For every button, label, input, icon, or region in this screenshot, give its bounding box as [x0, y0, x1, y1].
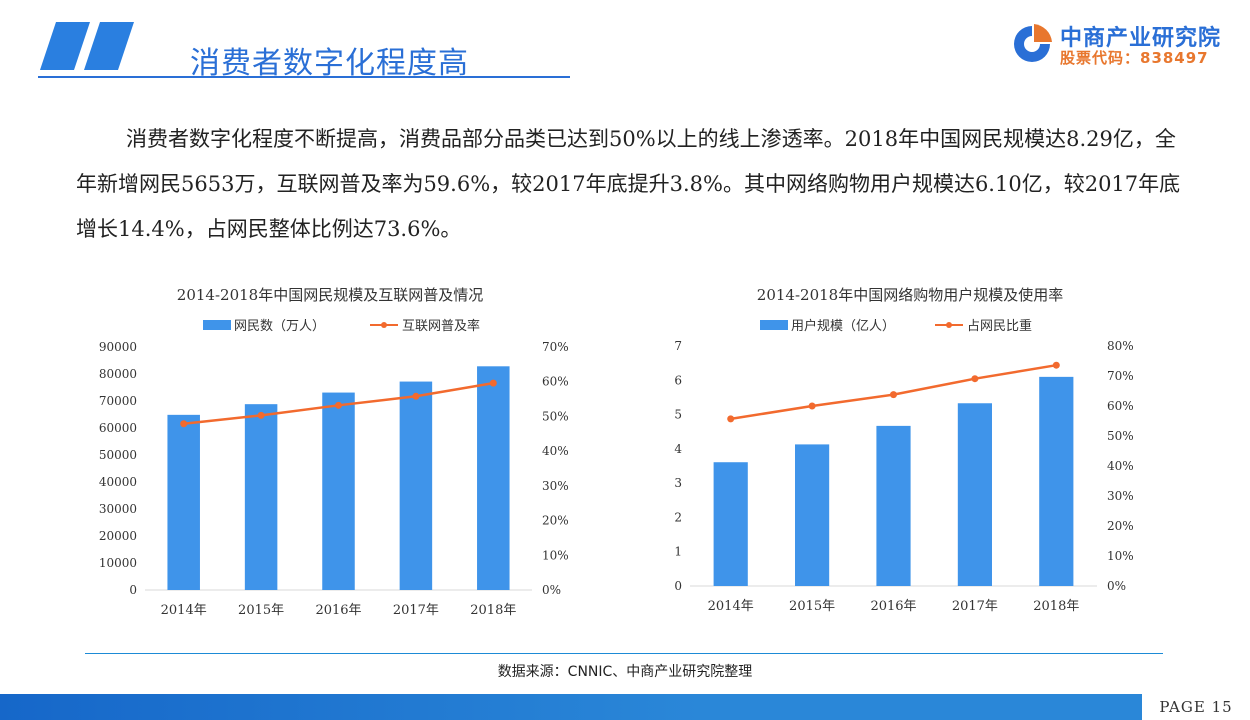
page-number: PAGE 15 [1142, 694, 1250, 720]
footer-gradient [0, 694, 700, 720]
y-left-tick-label: 6 [674, 373, 682, 387]
y-left-tick-label: 5 [674, 408, 682, 422]
y-right-tick-label: 30% [1107, 489, 1134, 503]
y-left-tick-label: 30000 [99, 502, 137, 516]
y-right-tick-label: 60% [1107, 399, 1134, 413]
header-stripes-decoration [38, 22, 138, 70]
x-tick-label: 2018年 [1033, 599, 1079, 614]
y-left-tick-label: 3 [674, 476, 682, 490]
bar [957, 403, 992, 586]
y-right-tick-label: 0% [1107, 579, 1126, 593]
chart-legend: 用户规模（亿人） 占网民比重 [760, 318, 1032, 334]
y-right-tick-label: 60% [542, 375, 569, 389]
data-source: 数据来源：CNNIC、中商产业研究院整理 [497, 664, 753, 680]
line-point [727, 415, 735, 423]
y-right-tick-label: 80% [1107, 339, 1134, 353]
line-point [180, 420, 188, 428]
online-shoppers-chart: 2014-2018年中国网络购物用户规模及使用率用户规模（亿人） 占网民比重 0 1 2… [650, 280, 1170, 625]
bar [876, 425, 911, 586]
legend-label-line: 占网民比重 [967, 318, 1032, 334]
y-left-tick-label: 4 [674, 442, 682, 456]
legend-swatch-bar [203, 320, 231, 330]
y-left-tick-label: 1 [674, 545, 682, 559]
chart-title: 2014-2018年中国网民规模及互联网普及情况 [177, 286, 483, 304]
y-right-tick-label: 30% [542, 479, 569, 493]
y-right-tick-label: 20% [542, 514, 569, 528]
x-tick-label: 2017年 [952, 599, 998, 614]
logo-name: 中商产业研究院 [1060, 26, 1222, 51]
legend-label-bar: 网民数（万人） [234, 319, 325, 334]
y-left-tick-label: 0 [129, 583, 137, 597]
y-right-tick-label: 40% [542, 444, 569, 458]
y-right-tick-label: 40% [1107, 459, 1134, 473]
legend-label-bar: 用户规模（亿人） [791, 318, 895, 334]
legend-label-line: 互联网普及率 [402, 318, 480, 334]
bar [1039, 376, 1074, 586]
y-right-tick-label: 50% [542, 409, 569, 423]
x-tick-label: 2015年 [238, 603, 284, 618]
y-left-tick-label: 80000 [99, 367, 137, 381]
stock-code: 股票代码：838497 [1060, 49, 1209, 67]
line-point [971, 375, 979, 383]
y-right-tick-label: 20% [1107, 519, 1134, 533]
y-left-tick-label: 2 [674, 510, 682, 524]
y-left-tick-label: 40000 [99, 475, 137, 489]
y-right-tick-label: 0% [542, 583, 561, 597]
line-point [335, 401, 342, 409]
x-tick-label: 2016年 [870, 599, 916, 614]
x-tick-label: 2017年 [393, 603, 439, 618]
y-left-tick-label: 70000 [99, 394, 137, 408]
bar [167, 414, 200, 590]
line-point [808, 402, 816, 410]
x-tick-label: 2016年 [315, 603, 361, 618]
source-divider [85, 653, 1163, 654]
y-right-tick-label: 10% [542, 548, 569, 562]
y-left-tick-label: 20000 [99, 529, 137, 543]
logo-icon [1014, 24, 1052, 62]
y-left-tick-label: 50000 [99, 448, 137, 462]
bar [795, 444, 830, 586]
bar [713, 462, 748, 586]
bar [244, 404, 278, 590]
x-tick-label: 2018年 [470, 603, 516, 618]
legend-swatch-marker [381, 322, 387, 328]
title-underline [38, 76, 570, 78]
bar [477, 366, 510, 590]
legend-swatch-bar [760, 320, 788, 330]
y-right-tick-label: 10% [1107, 549, 1134, 563]
chart-legend: 网民数（万人） 互联网普及率 [203, 318, 480, 334]
y-right-tick-label: 50% [1107, 429, 1134, 443]
x-tick-label: 2014年 [161, 603, 207, 618]
y-right-tick-label: 70% [1107, 369, 1134, 383]
y-left-tick-label: 90000 [99, 340, 137, 354]
bar [399, 381, 433, 590]
line-point [489, 379, 497, 387]
line-point [1052, 361, 1060, 369]
legend-swatch-marker [946, 322, 952, 328]
line-point [412, 392, 420, 400]
bar [322, 392, 355, 590]
chart-title: 2014-2018年中国网络购物用户规模及使用率 [757, 286, 1063, 304]
y-left-tick-label: 60000 [99, 421, 137, 435]
y-right-tick-label: 70% [542, 340, 569, 354]
footer-bar: PAGE 15 [0, 694, 1250, 720]
line-point [257, 411, 265, 419]
page-title: 消费者数字化程度高 [190, 46, 469, 81]
line-point [890, 391, 897, 399]
internet-users-chart: 2014-2018年中国网民规模及互联网普及情况网民数（万人） 互联网普及率 0 10… [80, 280, 580, 625]
company-logo: 中商产业研究院 股票代码：838497 [1010, 20, 1225, 68]
y-left-tick-label: 7 [674, 339, 682, 353]
intro-paragraph: 消费者数字化程度不断提高，消费品部分品类已达到50%以上的线上渗透率。2018年… [76, 127, 1181, 241]
x-tick-label: 2014年 [708, 599, 754, 614]
y-left-tick-label: 0 [674, 579, 682, 593]
y-left-tick-label: 10000 [99, 556, 137, 570]
x-tick-label: 2015年 [789, 599, 835, 614]
